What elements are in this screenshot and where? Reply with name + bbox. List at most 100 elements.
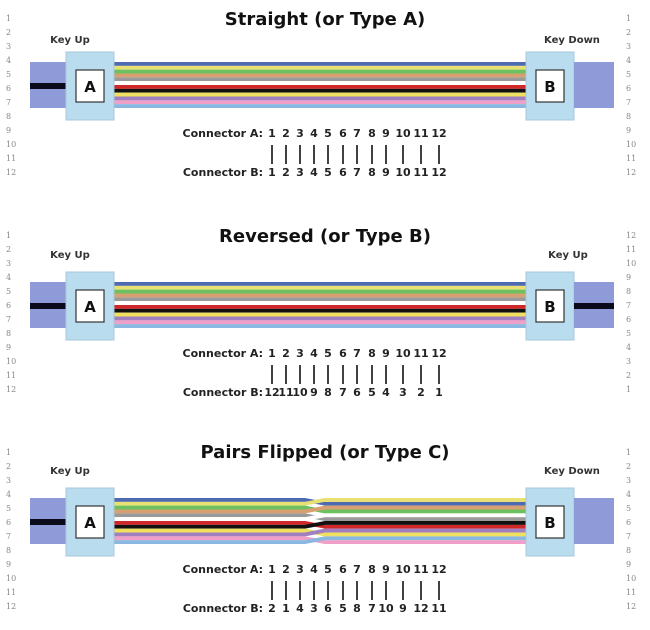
left-row-number: 6 — [6, 518, 11, 527]
right-row-number: 10 — [626, 140, 636, 149]
right-row-number: 6 — [626, 518, 631, 527]
connector-a-pin: 8 — [368, 347, 376, 360]
right-row-number: 2 — [626, 462, 631, 471]
left-row-number: 5 — [6, 70, 11, 79]
right-row-number: 4 — [626, 56, 631, 65]
left-row-number: 7 — [6, 315, 11, 324]
fiber — [114, 521, 528, 529]
connector-b-pin: 7 — [368, 602, 376, 615]
connector-a-badge — [75, 505, 105, 539]
left-row-number: 12 — [6, 385, 16, 394]
left-row-number: 8 — [6, 329, 11, 338]
right-row-number: 9 — [626, 560, 631, 569]
connector-b-pin: 2 — [417, 386, 425, 399]
connector-a-label: Connector A: — [183, 127, 263, 140]
left-row-number: 1 — [6, 14, 11, 23]
left-row-number: 11 — [6, 371, 16, 380]
left-row-number: 9 — [6, 560, 11, 569]
connector-a-pin: 3 — [296, 347, 304, 360]
right-row-number: 11 — [626, 245, 636, 254]
connector-a-pin: 4 — [310, 563, 318, 576]
left-row-number: 12 — [6, 602, 16, 611]
connector-b-pin: 5 — [368, 386, 376, 399]
left-row-number: 2 — [6, 28, 11, 37]
right-key-label: Key Up — [548, 250, 588, 261]
right-row-number: 3 — [626, 42, 631, 51]
left-row-number: 9 — [6, 343, 11, 352]
connector-a-pin: 5 — [324, 563, 332, 576]
section-title: Reversed (or Type B) — [219, 226, 431, 247]
section-title: Straight (or Type A) — [225, 9, 425, 30]
right-row-number: 12 — [626, 231, 636, 240]
connector-a-pin: 6 — [339, 127, 347, 140]
connector-b-pin: 6 — [324, 602, 332, 615]
left-row-number: 2 — [6, 462, 11, 471]
right-row-number: 7 — [626, 532, 631, 541]
left-row-number: 6 — [6, 301, 11, 310]
connector-b-pin: 10 — [378, 602, 394, 615]
fiber — [114, 505, 528, 514]
connector-b-label: Connector B: — [183, 386, 263, 399]
right-row-number: 12 — [626, 602, 636, 611]
connector-b-pin: 4 — [382, 386, 390, 399]
connector-b-pin: 11 — [278, 386, 293, 399]
right-key-label: Key Down — [544, 35, 600, 46]
right-row-number: 6 — [626, 315, 631, 324]
connector-b-pin: 10 — [292, 386, 308, 399]
connector-b-pin: 10 — [395, 166, 411, 179]
right-row-number: 4 — [626, 343, 631, 352]
connector-b-pin: 4 — [296, 602, 304, 615]
right-row-number: 5 — [626, 329, 631, 338]
connector-a-pin: 3 — [296, 563, 304, 576]
right-row-number: 8 — [626, 112, 631, 121]
left-fiber-boot — [30, 303, 68, 309]
connector-b-letter: B — [544, 514, 555, 532]
right-row-number: 9 — [626, 273, 631, 282]
right-row-number: 8 — [626, 546, 631, 555]
fiber — [114, 536, 528, 544]
left-row-number: 10 — [6, 357, 16, 366]
connector-a-pin: 10 — [395, 347, 411, 360]
connector-b-pin: 9 — [382, 166, 390, 179]
left-row-number: 5 — [6, 287, 11, 296]
connector-a-pin: 8 — [368, 563, 376, 576]
connector-b-pin: 12 — [413, 602, 428, 615]
connector-a-pin: 6 — [339, 563, 347, 576]
left-key-label: Key Up — [50, 250, 90, 261]
right-row-number: 11 — [626, 154, 636, 163]
connector-b-label: Connector B: — [183, 166, 263, 179]
left-row-number: 3 — [6, 476, 11, 485]
connector-a-label: Connector A: — [183, 563, 263, 576]
right-row-number: 10 — [626, 259, 636, 268]
section-2: Reversed (or Type B)Key Up Key Up12345678… — [6, 226, 636, 399]
left-row-number: 2 — [6, 245, 11, 254]
connector-a-pin: 2 — [282, 563, 290, 576]
connector-a-letter: A — [84, 78, 96, 96]
left-row-number: 6 — [6, 84, 11, 93]
connector-b-pin: 2 — [282, 166, 290, 179]
connector-b-pin: 8 — [368, 166, 376, 179]
section-3: Pairs Flipped (or Type C) Key Up Key Down 1… — [6, 442, 636, 615]
connector-a-pin: 1 — [268, 347, 276, 360]
connector-a-pin: 11 — [413, 127, 428, 140]
connector-a-pin: 7 — [353, 347, 361, 360]
right-ferrule — [574, 498, 614, 544]
connector-a-label: Connector A: — [183, 347, 263, 360]
connector-a-pin: 10 — [395, 563, 411, 576]
connector-a-pin: 3 — [296, 127, 304, 140]
connector-b-pin: 7 — [339, 386, 347, 399]
right-row-number: 7 — [626, 301, 631, 310]
connector-b-pin: 12 — [264, 386, 279, 399]
connector-b-label: Connector B: — [183, 602, 263, 615]
left-row-number: 12 — [6, 168, 16, 177]
connector-a-pin: 11 — [413, 347, 428, 360]
left-key-label: Key Up — [50, 466, 90, 477]
fiber — [114, 498, 528, 506]
connector-b-pin: 8 — [324, 386, 332, 399]
left-row-number: 9 — [6, 126, 11, 135]
connector-a-pin: 9 — [382, 347, 390, 360]
right-row-number: 12 — [626, 168, 636, 177]
right-row-number: 1 — [626, 14, 631, 23]
connector-a-badge — [75, 69, 105, 103]
